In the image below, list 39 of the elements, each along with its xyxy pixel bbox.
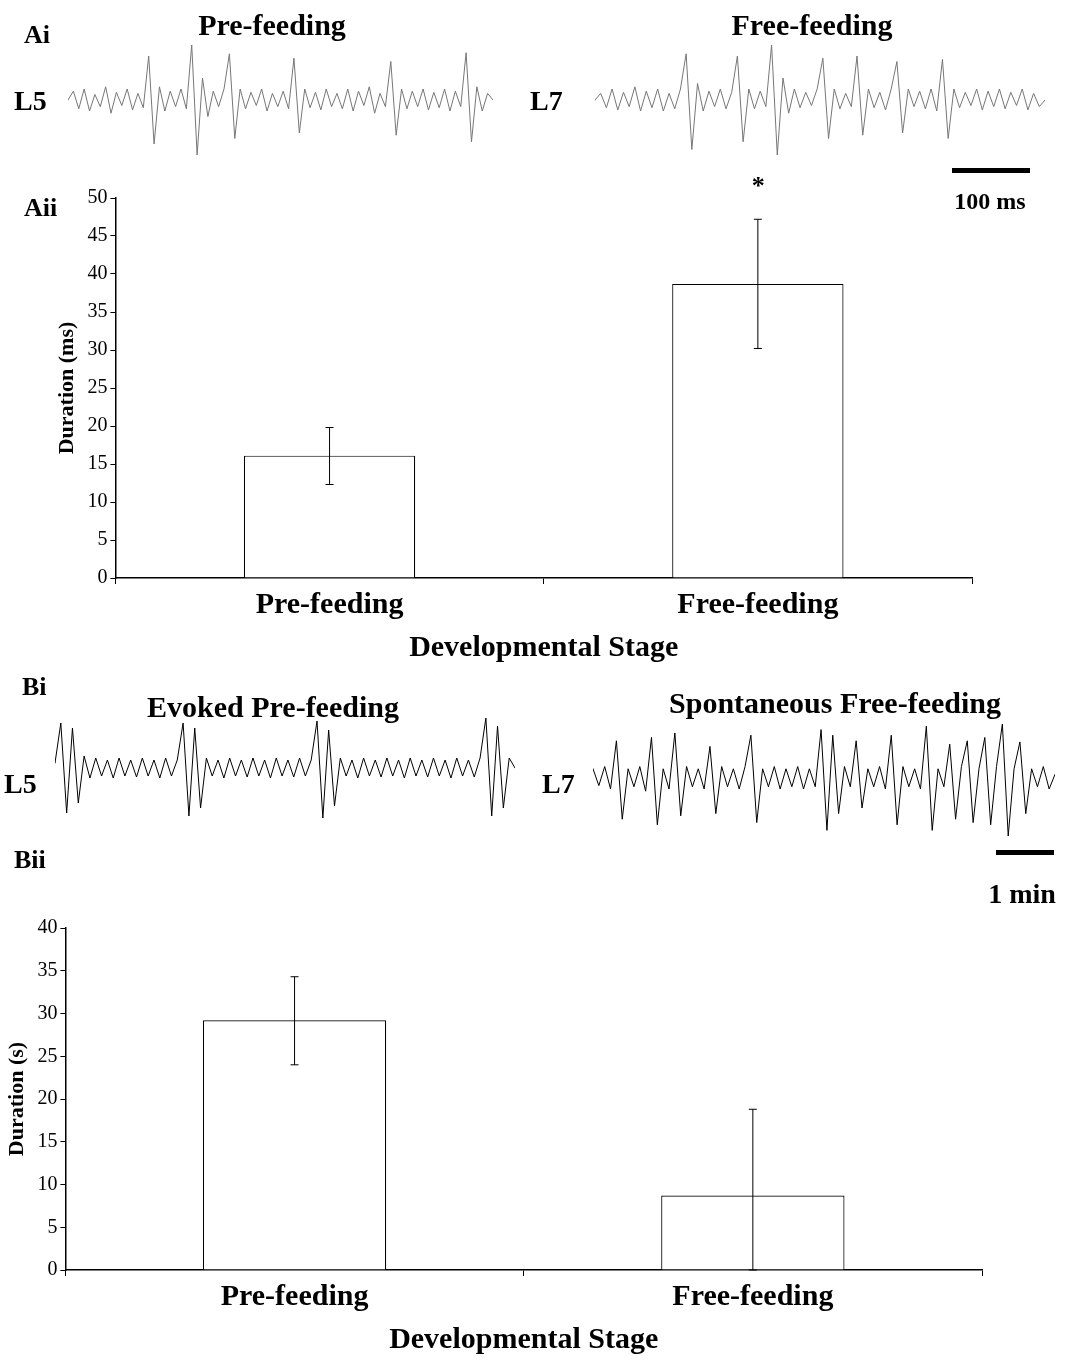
y-tick-label: 25 (87, 375, 108, 398)
y-tick-label: 5 (47, 1214, 58, 1237)
annotation: * (751, 171, 765, 202)
y-tick-label: 40 (87, 261, 108, 284)
y-axis-title: Duration (s) (2, 1041, 28, 1157)
text: Ai (24, 20, 50, 50)
chart-title: Evoked Pre-feeding (147, 690, 399, 724)
text: Bii (14, 845, 46, 875)
y-tick-label: 30 (37, 1000, 58, 1023)
y-tick-label: 15 (87, 451, 108, 474)
y-tick-label: 15 (37, 1129, 58, 1151)
y-tick-label: 30 (87, 337, 108, 360)
y-tick-label: 10 (87, 489, 108, 512)
y-tick-label: 20 (87, 413, 108, 436)
chart-title: Spontaneous Free-feeding (669, 686, 1001, 720)
y-axis-title: L5 (4, 768, 37, 800)
y-axis-title: L7 (530, 85, 563, 117)
annotation: 100 ms (954, 188, 1026, 215)
x-axis-title: Developmental Stage (409, 628, 679, 662)
text: 1 min (988, 878, 1056, 910)
text: Bi (22, 672, 47, 702)
y-axis-title: Duration (ms) (52, 321, 78, 455)
y-axis-title: L7 (542, 768, 575, 800)
chart-title: Free-feeding (731, 8, 893, 42)
y-tick-label: 35 (87, 299, 108, 322)
y-tick-label: 40 (37, 915, 58, 938)
y-tick-label: 35 (37, 958, 58, 980)
y-tick-label: 50 (87, 185, 108, 208)
chart-title: Pre-feeding (198, 8, 346, 42)
y-tick-label: 0 (47, 1257, 58, 1280)
y-tick-label: 5 (97, 527, 108, 550)
y-tick-label: 25 (37, 1043, 58, 1066)
text: Aii (24, 193, 58, 223)
y-axis-title: L5 (14, 85, 47, 117)
x-axis-title: Developmental Stage (389, 1320, 659, 1354)
y-tick-label: 20 (37, 1086, 58, 1109)
y-tick-label: 0 (97, 565, 108, 588)
y-tick-label: 45 (87, 223, 108, 246)
y-tick-label: 10 (37, 1171, 58, 1194)
